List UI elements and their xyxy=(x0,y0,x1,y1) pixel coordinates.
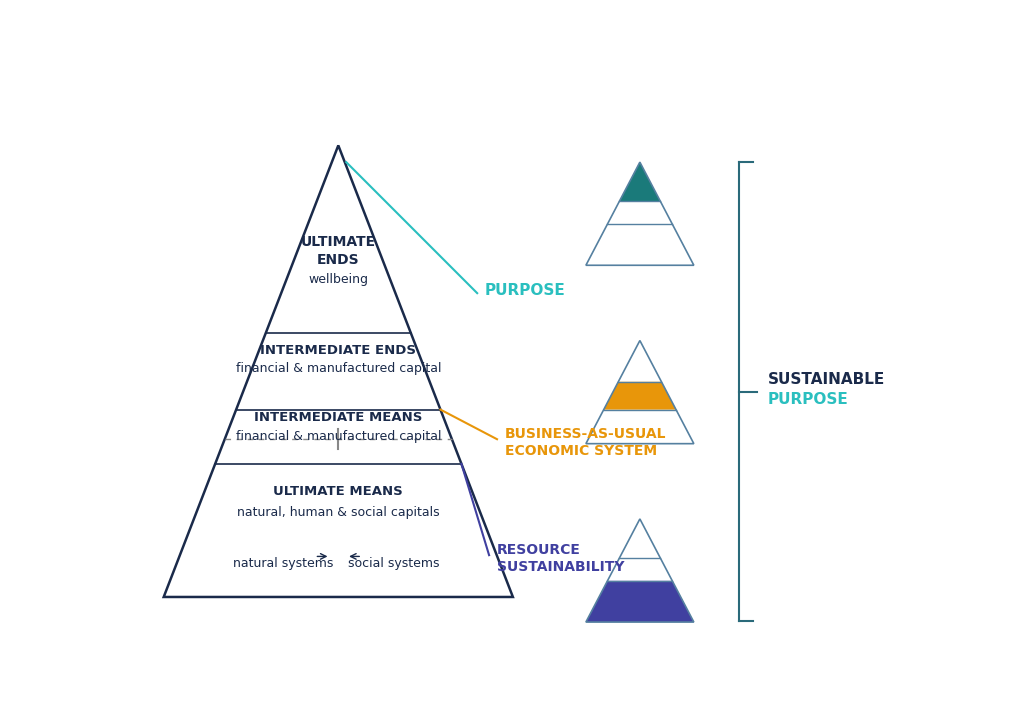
Text: ULTIMATE MEANS: ULTIMATE MEANS xyxy=(273,485,403,498)
Text: SUSTAINABLE: SUSTAINABLE xyxy=(768,372,885,387)
Polygon shape xyxy=(586,581,694,622)
Text: natural systems: natural systems xyxy=(232,557,333,570)
Text: PURPOSE: PURPOSE xyxy=(768,392,849,408)
Text: INTERMEDIATE ENDS: INTERMEDIATE ENDS xyxy=(260,344,417,357)
Text: natural, human & social capitals: natural, human & social capitals xyxy=(237,506,439,519)
Text: RESOURCE: RESOURCE xyxy=(497,542,581,557)
Text: ULTIMATE: ULTIMATE xyxy=(301,235,376,249)
Text: PURPOSE: PURPOSE xyxy=(485,283,566,298)
Text: BUSINESS-AS-USUAL: BUSINESS-AS-USUAL xyxy=(505,426,667,441)
Text: ENDS: ENDS xyxy=(317,253,359,267)
Text: financial & manufactured capital: financial & manufactured capital xyxy=(236,429,441,442)
Text: financial & manufactured capital: financial & manufactured capital xyxy=(236,362,441,375)
Polygon shape xyxy=(620,162,660,201)
Text: wellbeing: wellbeing xyxy=(308,273,369,286)
Polygon shape xyxy=(604,382,676,410)
Text: INTERMEDIATE MEANS: INTERMEDIATE MEANS xyxy=(254,411,423,424)
Text: ECONOMIC SYSTEM: ECONOMIC SYSTEM xyxy=(505,445,657,458)
Text: SUSTAINABILITY: SUSTAINABILITY xyxy=(497,560,625,574)
Text: social systems: social systems xyxy=(348,557,439,570)
